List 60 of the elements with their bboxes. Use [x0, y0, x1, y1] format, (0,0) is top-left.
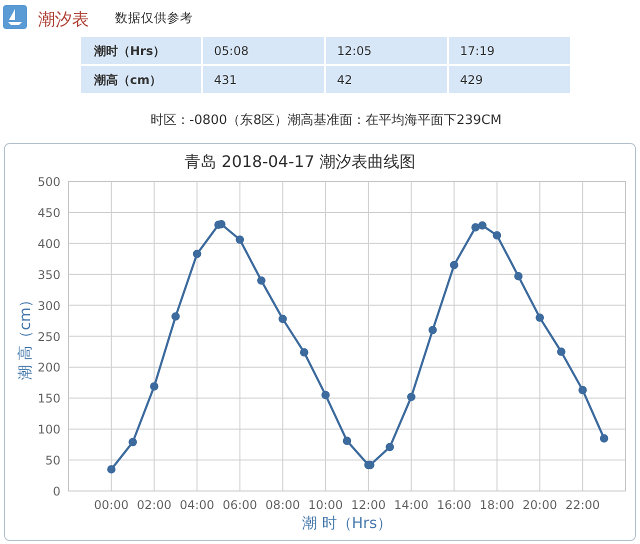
point: [128, 438, 137, 446]
x-tick-label: 18:00: [480, 498, 514, 512]
data-label: 429: [460, 73, 483, 87]
point: [471, 223, 480, 232]
x-tick-label: 00:00: [94, 498, 129, 512]
text: 潮高（cm）: [93, 73, 162, 87]
x-tick-label: 14:00: [394, 498, 429, 512]
point: [450, 260, 458, 270]
y-axis-title: 潮 高（cm）: [16, 292, 34, 380]
text: 数据仅供参考: [115, 10, 193, 25]
point: [600, 434, 608, 443]
point: [192, 250, 202, 258]
x-tick-label: 12:00: [351, 498, 386, 512]
point: [150, 382, 158, 391]
point: [428, 326, 437, 334]
data-label: 42: [337, 73, 352, 87]
x-tick-label: 16:00: [436, 498, 472, 512]
category-label: 17:19: [460, 44, 495, 58]
point: [321, 390, 330, 400]
x-tick-label: 22:00: [565, 498, 600, 512]
point: [478, 221, 487, 230]
point: [278, 314, 287, 324]
y-tick-label: 150: [38, 392, 60, 406]
point: [171, 312, 180, 321]
point: [257, 276, 266, 285]
y-tick-label: 250: [38, 330, 60, 344]
text: 时区：-0800（东8区）潮高基准面：在平均海平面下239CM: [150, 112, 502, 128]
data-label: 431: [214, 73, 237, 87]
y-tick-label: 300: [38, 298, 60, 313]
chart-title: 青岛 2018-04-17 潮汐表曲线图: [184, 152, 416, 171]
y-tick-label: 50: [45, 454, 60, 468]
y-tick-label: 400: [38, 236, 60, 251]
y-tick-label: 100: [38, 422, 60, 437]
point: [557, 348, 566, 356]
y-tick-label: 200: [38, 360, 60, 375]
x-tick-label: 06:00: [222, 498, 258, 512]
x-tick-label: 02:00: [136, 498, 172, 512]
category-label: 05:08: [214, 44, 249, 58]
x-tick-label: 08:00: [265, 498, 300, 512]
x-axis-title: 潮 时（Hrs）: [302, 514, 392, 532]
point: [492, 231, 502, 240]
point: [514, 272, 523, 280]
text: 潮时（Hrs）: [93, 44, 166, 58]
x-tick-label: 04:00: [180, 498, 214, 512]
point: [578, 386, 587, 394]
point: [300, 348, 308, 357]
point: [342, 436, 352, 446]
point: [236, 235, 244, 244]
point: [536, 313, 544, 322]
y-tick-label: 500: [38, 175, 60, 189]
x-tick-label: 20:00: [522, 498, 558, 512]
x-tick-label: 10:00: [308, 498, 343, 512]
point: [107, 465, 116, 474]
point: [407, 392, 416, 402]
y-tick-label: 0: [52, 484, 60, 498]
text: 潮汐表: [38, 10, 89, 30]
category-label: 12:05: [337, 44, 372, 58]
y-tick-label: 350: [38, 268, 60, 282]
y-tick-label: 450: [38, 206, 60, 220]
point: [386, 442, 394, 452]
